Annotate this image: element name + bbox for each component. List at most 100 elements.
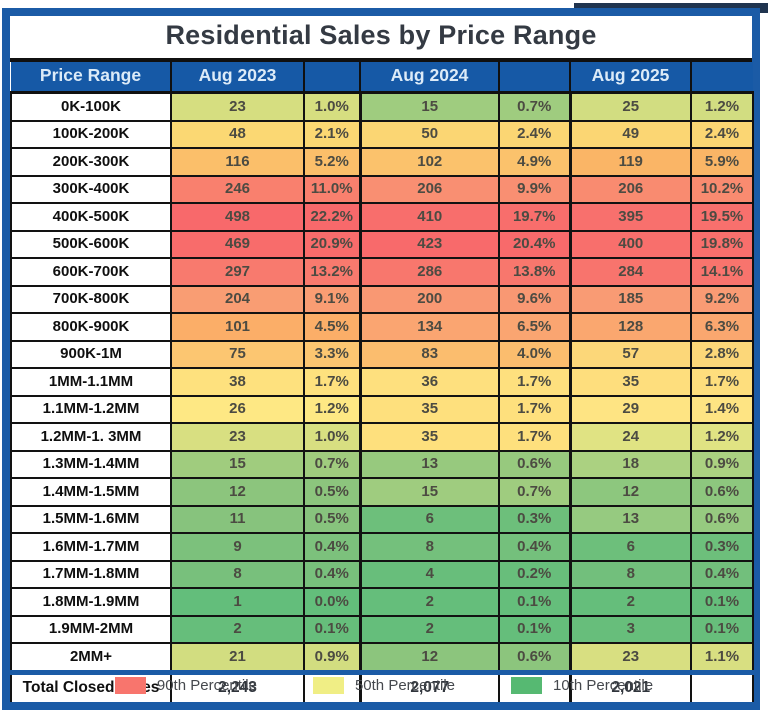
price-range-cell: 1.6MM-1.7MM xyxy=(10,532,172,562)
price-range-cell: 1.8MM-1.9MM xyxy=(10,587,172,617)
percent-cell: 1.7% xyxy=(690,367,754,397)
table-row: 200K-300K 116 5.2% 102 4.9% 119 5.9% xyxy=(10,147,754,177)
percent-cell: 1.7% xyxy=(498,367,571,397)
table-row: 1.4MM-1.5MM 12 0.5% 15 0.7% 12 0.6% xyxy=(10,477,754,507)
count-cell: 469 xyxy=(170,229,305,259)
table-row: 500K-600K 469 20.9% 423 20.4% 400 19.8% xyxy=(10,229,754,259)
count-cell: 18 xyxy=(568,449,692,479)
count-cell: 25 xyxy=(568,91,692,122)
table-row: 800K-900K 101 4.5% 134 6.5% 128 6.3% xyxy=(10,312,754,342)
total-blank-cell xyxy=(690,669,754,702)
percent-cell: 0.5% xyxy=(303,477,361,507)
count-cell: 83 xyxy=(358,339,500,369)
price-range-cell: 800K-900K xyxy=(10,312,172,342)
percent-cell: 13.8% xyxy=(498,257,571,287)
price-range-cell: 400K-500K xyxy=(10,202,172,232)
percent-cell: 0.3% xyxy=(690,532,754,562)
count-cell: 4 xyxy=(358,559,500,589)
percent-cell: 1.7% xyxy=(498,394,571,424)
count-cell: 200 xyxy=(358,284,500,314)
table-row: 100K-200K 48 2.1% 50 2.4% 49 2.4% xyxy=(10,119,754,149)
percent-cell: 0.7% xyxy=(498,91,571,122)
percent-cell: 20.9% xyxy=(303,229,361,259)
percent-cell: 4.9% xyxy=(498,147,571,177)
table-row: 1.9MM-2MM 2 0.1% 2 0.1% 3 0.1% xyxy=(10,614,754,644)
count-cell: 134 xyxy=(358,312,500,342)
percent-cell: 1.1% xyxy=(690,642,754,673)
percent-cell: 0.1% xyxy=(303,614,361,644)
count-cell: 498 xyxy=(170,202,305,232)
percent-cell: 0.1% xyxy=(690,587,754,617)
count-cell: 410 xyxy=(358,202,500,232)
percent-cell: 4.5% xyxy=(303,312,361,342)
percent-cell: 0.7% xyxy=(498,477,571,507)
price-range-cell: 1.4MM-1.5MM xyxy=(10,477,172,507)
count-cell: 9 xyxy=(170,532,305,562)
percent-cell: 11.0% xyxy=(303,174,361,204)
percent-cell: 0.5% xyxy=(303,504,361,534)
percent-cell: 0.4% xyxy=(690,559,754,589)
table-row: 300K-400K 246 11.0% 206 9.9% 206 10.2% xyxy=(10,174,754,204)
percent-cell: 1.2% xyxy=(690,91,754,122)
column-header-month: Aug 2023 xyxy=(170,62,304,94)
count-cell: 6 xyxy=(568,532,692,562)
count-cell: 297 xyxy=(170,257,305,287)
legend-item: 10th Percentile xyxy=(511,677,653,694)
column-header-month: Aug 2025 xyxy=(569,62,691,94)
percent-cell: 0.1% xyxy=(498,614,571,644)
percent-cell: 2.4% xyxy=(498,119,571,149)
table-row: 1.1MM-1.2MM 26 1.2% 35 1.7% 29 1.4% xyxy=(10,394,754,424)
price-range-cell: 100K-200K xyxy=(10,119,172,149)
legend-item: 90th Percentile xyxy=(114,677,257,694)
percent-cell: 4.0% xyxy=(498,339,571,369)
count-cell: 2 xyxy=(358,587,500,617)
percent-cell: 14.1% xyxy=(690,257,754,287)
count-cell: 12 xyxy=(170,477,305,507)
price-range-cell: 1.9MM-2MM xyxy=(10,614,172,644)
count-cell: 286 xyxy=(358,257,500,287)
count-cell: 400 xyxy=(568,229,692,259)
count-cell: 35 xyxy=(568,367,692,397)
percent-cell: 10.2% xyxy=(690,174,754,204)
price-range-cell: 1MM-1.1MM xyxy=(10,367,172,397)
price-range-cell: 1.1MM-1.2MM xyxy=(10,394,172,424)
count-cell: 246 xyxy=(170,174,305,204)
table-row: 0K-100K 23 1.0% 15 0.7% 25 1.2% xyxy=(10,91,754,122)
percent-cell: 0.3% xyxy=(498,504,571,534)
price-range-cell: 1.7MM-1.8MM xyxy=(10,559,172,589)
percent-cell: 0.6% xyxy=(498,449,571,479)
percent-cell: 0.7% xyxy=(303,449,361,479)
price-range-cell: 0K-100K xyxy=(10,91,172,122)
column-header-month: Aug 2024 xyxy=(359,62,499,94)
table-row: 1.7MM-1.8MM 8 0.4% 4 0.2% 8 0.4% xyxy=(10,559,754,589)
table-row: 900K-1M 75 3.3% 83 4.0% 57 2.8% xyxy=(10,339,754,369)
percent-cell: 9.2% xyxy=(690,284,754,314)
count-cell: 119 xyxy=(568,147,692,177)
percent-cell: 5.9% xyxy=(690,147,754,177)
percent-cell: 0.4% xyxy=(498,532,571,562)
price-range-cell: 600K-700K xyxy=(10,257,172,287)
count-cell: 128 xyxy=(568,312,692,342)
count-cell: 15 xyxy=(170,449,305,479)
count-cell: 49 xyxy=(568,119,692,149)
count-cell: 6 xyxy=(358,504,500,534)
percent-cell: 2.1% xyxy=(303,119,361,149)
percent-cell: 9.6% xyxy=(498,284,571,314)
count-cell: 206 xyxy=(358,174,500,204)
count-cell: 204 xyxy=(170,284,305,314)
percent-cell: 9.1% xyxy=(303,284,361,314)
percent-cell: 0.4% xyxy=(303,532,361,562)
percent-cell: 0.2% xyxy=(498,559,571,589)
count-cell: 35 xyxy=(358,422,500,452)
price-range-cell: 700K-800K xyxy=(10,284,172,314)
total-value: 2,021 xyxy=(568,669,692,702)
legend-swatch xyxy=(511,677,543,694)
count-cell: 185 xyxy=(568,284,692,314)
legend-swatch xyxy=(114,677,146,694)
table-row: 700K-800K 204 9.1% 200 9.6% 185 9.2% xyxy=(10,284,754,314)
table-row: 1MM-1.1MM 38 1.7% 36 1.7% 35 1.7% xyxy=(10,367,754,397)
percent-cell: 6.3% xyxy=(690,312,754,342)
count-cell: 48 xyxy=(170,119,305,149)
count-cell: 8 xyxy=(358,532,500,562)
sales-table: Price Range Aug 2023 Aug 2024 Aug 2025 0K-1… xyxy=(10,62,754,702)
